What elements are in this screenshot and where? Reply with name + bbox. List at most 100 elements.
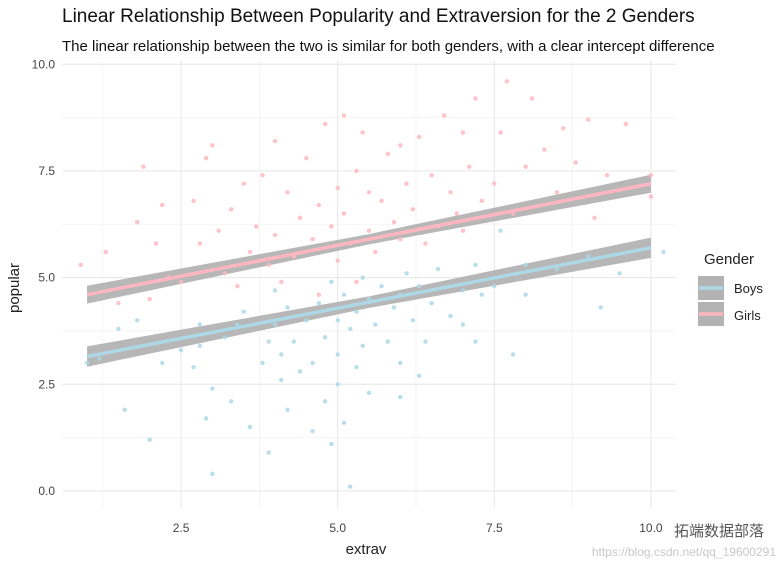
point-boys: [197, 343, 203, 349]
point-boys: [348, 484, 353, 489]
point-girls: [203, 155, 209, 161]
point-boys: [416, 283, 422, 289]
point-girls: [479, 198, 484, 203]
point-girls: [523, 164, 528, 169]
point-girls: [247, 249, 253, 255]
legend-item-girls: Girls: [698, 302, 761, 326]
y-tick-label: 0.0: [38, 484, 55, 498]
point-boys: [435, 266, 441, 272]
y-tick-label: 10.0: [32, 57, 56, 71]
point-girls: [592, 215, 597, 221]
point-girls: [241, 181, 246, 186]
point-girls: [285, 190, 290, 195]
point-girls: [341, 211, 347, 216]
regression-lines: [86, 182, 652, 359]
point-girls: [586, 117, 591, 122]
point-girls: [404, 181, 409, 186]
point-boys: [554, 266, 560, 272]
y-axis-title: popular: [6, 263, 23, 313]
point-girls: [216, 228, 221, 233]
point-boys: [460, 288, 466, 293]
x-axis-title: extrav: [346, 541, 387, 558]
point-boys: [398, 394, 403, 400]
point-boys: [266, 450, 271, 455]
point-boys: [423, 339, 428, 344]
point-boys: [279, 377, 284, 383]
point-boys: [222, 335, 228, 340]
point-boys: [329, 441, 334, 447]
point-girls: [147, 296, 152, 302]
point-girls: [648, 173, 654, 178]
legend: Gender Boys Girls: [698, 251, 763, 326]
fit-line-girls: [86, 182, 652, 297]
point-girls: [316, 292, 322, 297]
point-girls: [354, 279, 359, 285]
point-girls: [467, 164, 472, 169]
point-boys: [404, 271, 409, 276]
chart-subtitle: The linear relationship between the two …: [62, 38, 715, 55]
point-girls: [504, 79, 510, 84]
point-girls: [78, 262, 83, 267]
legend-item-boys: Boys: [698, 276, 763, 300]
point-boys: [335, 382, 340, 387]
point-girls: [385, 151, 390, 157]
point-boys: [473, 262, 478, 267]
point-boys: [385, 339, 390, 344]
point-girls: [272, 138, 278, 144]
point-boys: [360, 275, 365, 280]
point-boys: [366, 296, 372, 302]
point-boys: [460, 322, 466, 327]
y-tick-label: 7.5: [38, 164, 55, 178]
point-girls: [160, 202, 165, 208]
point-boys: [329, 279, 334, 285]
point-girls: [272, 232, 278, 238]
point-boys: [160, 360, 165, 366]
point-boys: [134, 318, 140, 323]
point-boys: [354, 365, 359, 370]
point-girls: [460, 228, 466, 233]
point-girls: [191, 198, 196, 203]
point-girls: [573, 160, 578, 165]
point-boys: [272, 322, 278, 327]
point-boys: [360, 343, 365, 349]
y-tick-label: 5.0: [38, 271, 55, 285]
point-boys: [197, 322, 203, 327]
point-girls: [554, 190, 560, 195]
point-girls: [260, 173, 265, 178]
point-boys: [379, 283, 384, 289]
fit-line-boys: [86, 246, 652, 359]
point-boys: [416, 373, 422, 378]
point-boys: [348, 326, 353, 331]
point-boys: [304, 318, 309, 323]
point-boys: [84, 360, 90, 366]
point-girls: [398, 237, 403, 242]
point-boys: [448, 313, 453, 319]
point-boys: [210, 471, 215, 477]
point-girls: [448, 190, 453, 195]
point-boys: [398, 360, 403, 366]
point-boys: [116, 326, 121, 331]
point-girls: [416, 134, 422, 139]
point-girls: [210, 143, 215, 148]
point-boys: [492, 283, 497, 289]
point-girls: [410, 207, 416, 212]
x-tick-label: 10.0: [639, 521, 663, 535]
point-girls: [561, 126, 566, 131]
point-girls: [222, 271, 228, 276]
point-boys: [510, 352, 516, 357]
point-boys: [373, 322, 378, 327]
point-girls: [648, 194, 654, 199]
point-girls: [542, 147, 547, 152]
point-boys: [429, 301, 434, 306]
point-boys: [266, 339, 271, 344]
point-girls: [297, 215, 303, 221]
point-boys: [391, 305, 397, 310]
point-boys: [341, 420, 347, 425]
point-girls: [228, 207, 234, 212]
point-boys: [97, 356, 102, 361]
point-girls: [366, 190, 372, 195]
point-boys: [316, 301, 322, 306]
point-girls: [329, 224, 334, 229]
point-girls: [454, 211, 459, 216]
